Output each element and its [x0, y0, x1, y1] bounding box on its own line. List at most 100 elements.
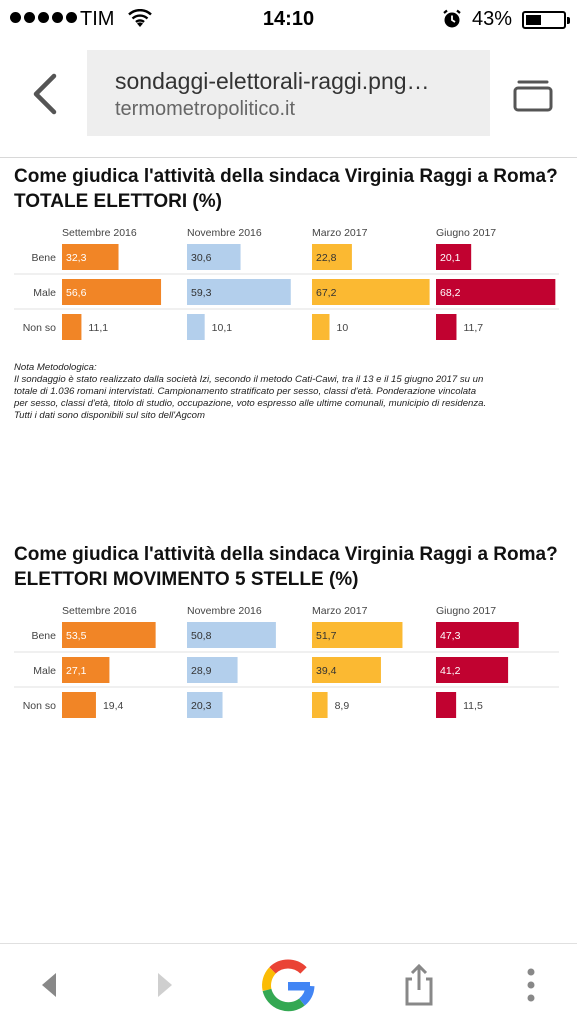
bar-value-label: 67,2	[316, 287, 337, 299]
category-label: Non so	[23, 700, 56, 712]
category-label: Male	[33, 665, 56, 677]
page-content: Come giudica l'attività della sindaca Vi…	[0, 158, 577, 943]
bar-value-label: 22,8	[316, 252, 337, 264]
share-icon[interactable]	[396, 962, 442, 1008]
bar	[436, 279, 556, 305]
bar	[187, 692, 223, 718]
series-header: Giugno 2017	[436, 605, 496, 617]
page-url: sondaggi-elettorali-raggi.png…	[115, 68, 430, 94]
bar-value-label: 8,9	[335, 700, 350, 712]
note-line: totale di 1.036 romani intervistati. Cam…	[14, 386, 477, 397]
alarm-clock-icon	[443, 9, 461, 28]
wifi-icon	[128, 9, 152, 27]
chart-panel-m5s: Come giudica l'attività della sindaca Vi…	[14, 542, 564, 732]
chart-subtitle: TOTALE ELETTORI (%)	[14, 191, 222, 212]
bar-value-label: 11,7	[463, 322, 483, 334]
bar-chart-totale: Settembre 2016 Novembre 2016 Marzo 2017 Giu…	[14, 224, 564, 354]
battery-level-fill	[526, 15, 542, 25]
bar-value-label: 27,1	[66, 665, 87, 677]
carrier-name: TIM	[80, 8, 115, 30]
category-label: Bene	[31, 252, 56, 264]
signal-strength-icon	[10, 12, 77, 23]
chart-title: Come giudica l'attività della sindaca Vi…	[14, 544, 558, 565]
bar-value-label: 10,1	[212, 322, 233, 334]
clock: 14:10	[262, 8, 315, 30]
bar	[312, 622, 403, 648]
bar	[187, 244, 241, 270]
more-options-icon[interactable]	[508, 962, 554, 1008]
category-label: Non so	[23, 322, 56, 334]
bar-value-label: 10	[337, 322, 349, 334]
bar-value-label: 20,3	[191, 700, 212, 712]
bar	[436, 692, 457, 718]
bar	[312, 692, 328, 718]
note-title: Nota Metodologica:	[14, 362, 97, 373]
series-header: Giugno 2017	[436, 227, 496, 239]
bar	[187, 657, 238, 683]
back-arrow-icon[interactable]	[26, 962, 72, 1008]
battery-icon	[522, 11, 570, 29]
bar-chart-totale-svg: Settembre 2016 Novembre 2016 Marzo 2017 Giu…	[14, 227, 559, 340]
bar	[62, 244, 119, 270]
bar-value-label: 30,6	[191, 252, 212, 264]
bar-value-label: 56,6	[66, 287, 87, 299]
chart-title: Come giudica l'attività della sindaca Vi…	[14, 166, 558, 187]
category-label: Male	[33, 287, 56, 299]
bar-chart-m5s-svg: Settembre 2016 Novembre 2016 Marzo 2017 Giu…	[14, 605, 559, 718]
note-line: Il sondaggio è stato realizzato dalla so…	[14, 374, 484, 385]
series-header: Settembre 2016	[62, 605, 137, 617]
bar-value-label: 11,1	[88, 322, 108, 334]
series-header: Novembre 2016	[187, 605, 262, 617]
bar-value-label: 47,3	[440, 630, 461, 642]
bar-value-label: 20,1	[440, 252, 461, 264]
address-bar[interactable]: sondaggi-elettorali-raggi.png… termometr…	[87, 50, 490, 136]
series-header: Marzo 2017	[312, 227, 368, 239]
methodology-note: Nota Metodologica: Il sondaggio è stato …	[14, 362, 544, 422]
bar-value-label: 39,4	[316, 665, 337, 677]
category-label: Bene	[31, 630, 56, 642]
bar-value-label: 11,5	[463, 700, 483, 712]
back-chevron-icon[interactable]	[26, 70, 66, 118]
bar	[312, 244, 352, 270]
google-logo-icon[interactable]	[258, 956, 318, 1016]
bar-value-label: 19,4	[103, 700, 124, 712]
bar	[436, 244, 472, 270]
bar-value-label: 59,3	[191, 287, 212, 299]
bar	[62, 622, 156, 648]
browser-toolbar: sondaggi-elettorali-raggi.png… termometr…	[0, 38, 577, 158]
note-line: Tutti i dati sono disponibili sul sito d…	[14, 410, 205, 421]
status-bar: TIM 14:10 43%	[0, 0, 577, 38]
bar-value-label: 28,9	[191, 665, 212, 677]
bar-chart-m5s: Settembre 2016 Novembre 2016 Marzo 2017 Giu…	[14, 602, 564, 732]
bar-value-label: 32,3	[66, 252, 87, 264]
bar	[436, 622, 519, 648]
bar-value-label: 51,7	[316, 630, 337, 642]
bar	[62, 314, 82, 340]
series-header: Settembre 2016	[62, 227, 137, 239]
bar	[312, 279, 430, 305]
browser-bottom-bar	[0, 943, 577, 1024]
bar	[62, 279, 162, 305]
bar-value-label: 41,2	[440, 665, 461, 677]
bar	[312, 314, 330, 340]
bar	[436, 314, 457, 340]
bar	[62, 657, 110, 683]
page-host: termometropolitico.it	[115, 98, 296, 120]
series-header: Marzo 2017	[312, 605, 368, 617]
bar-value-label: 53,5	[66, 630, 87, 642]
bar	[187, 314, 205, 340]
battery-percentage: 43%	[472, 8, 513, 30]
tabs-overview-icon[interactable]	[510, 78, 556, 114]
series-header: Novembre 2016	[187, 227, 262, 239]
bar	[62, 692, 96, 718]
chart-panel-totale: Come giudica l'attività della sindaca Vi…	[14, 164, 564, 422]
bar	[312, 657, 381, 683]
forward-arrow-icon[interactable]	[142, 962, 188, 1008]
chart-subtitle: ELETTORI MOVIMENTO 5 STELLE (%)	[14, 569, 359, 590]
bar-value-label: 50,8	[191, 630, 212, 642]
bar-value-label: 68,2	[440, 287, 461, 299]
bar	[187, 279, 291, 305]
bar	[187, 622, 276, 648]
bar	[436, 657, 509, 683]
note-line: per sesso, classi d'età, titolo di studi…	[14, 398, 487, 409]
